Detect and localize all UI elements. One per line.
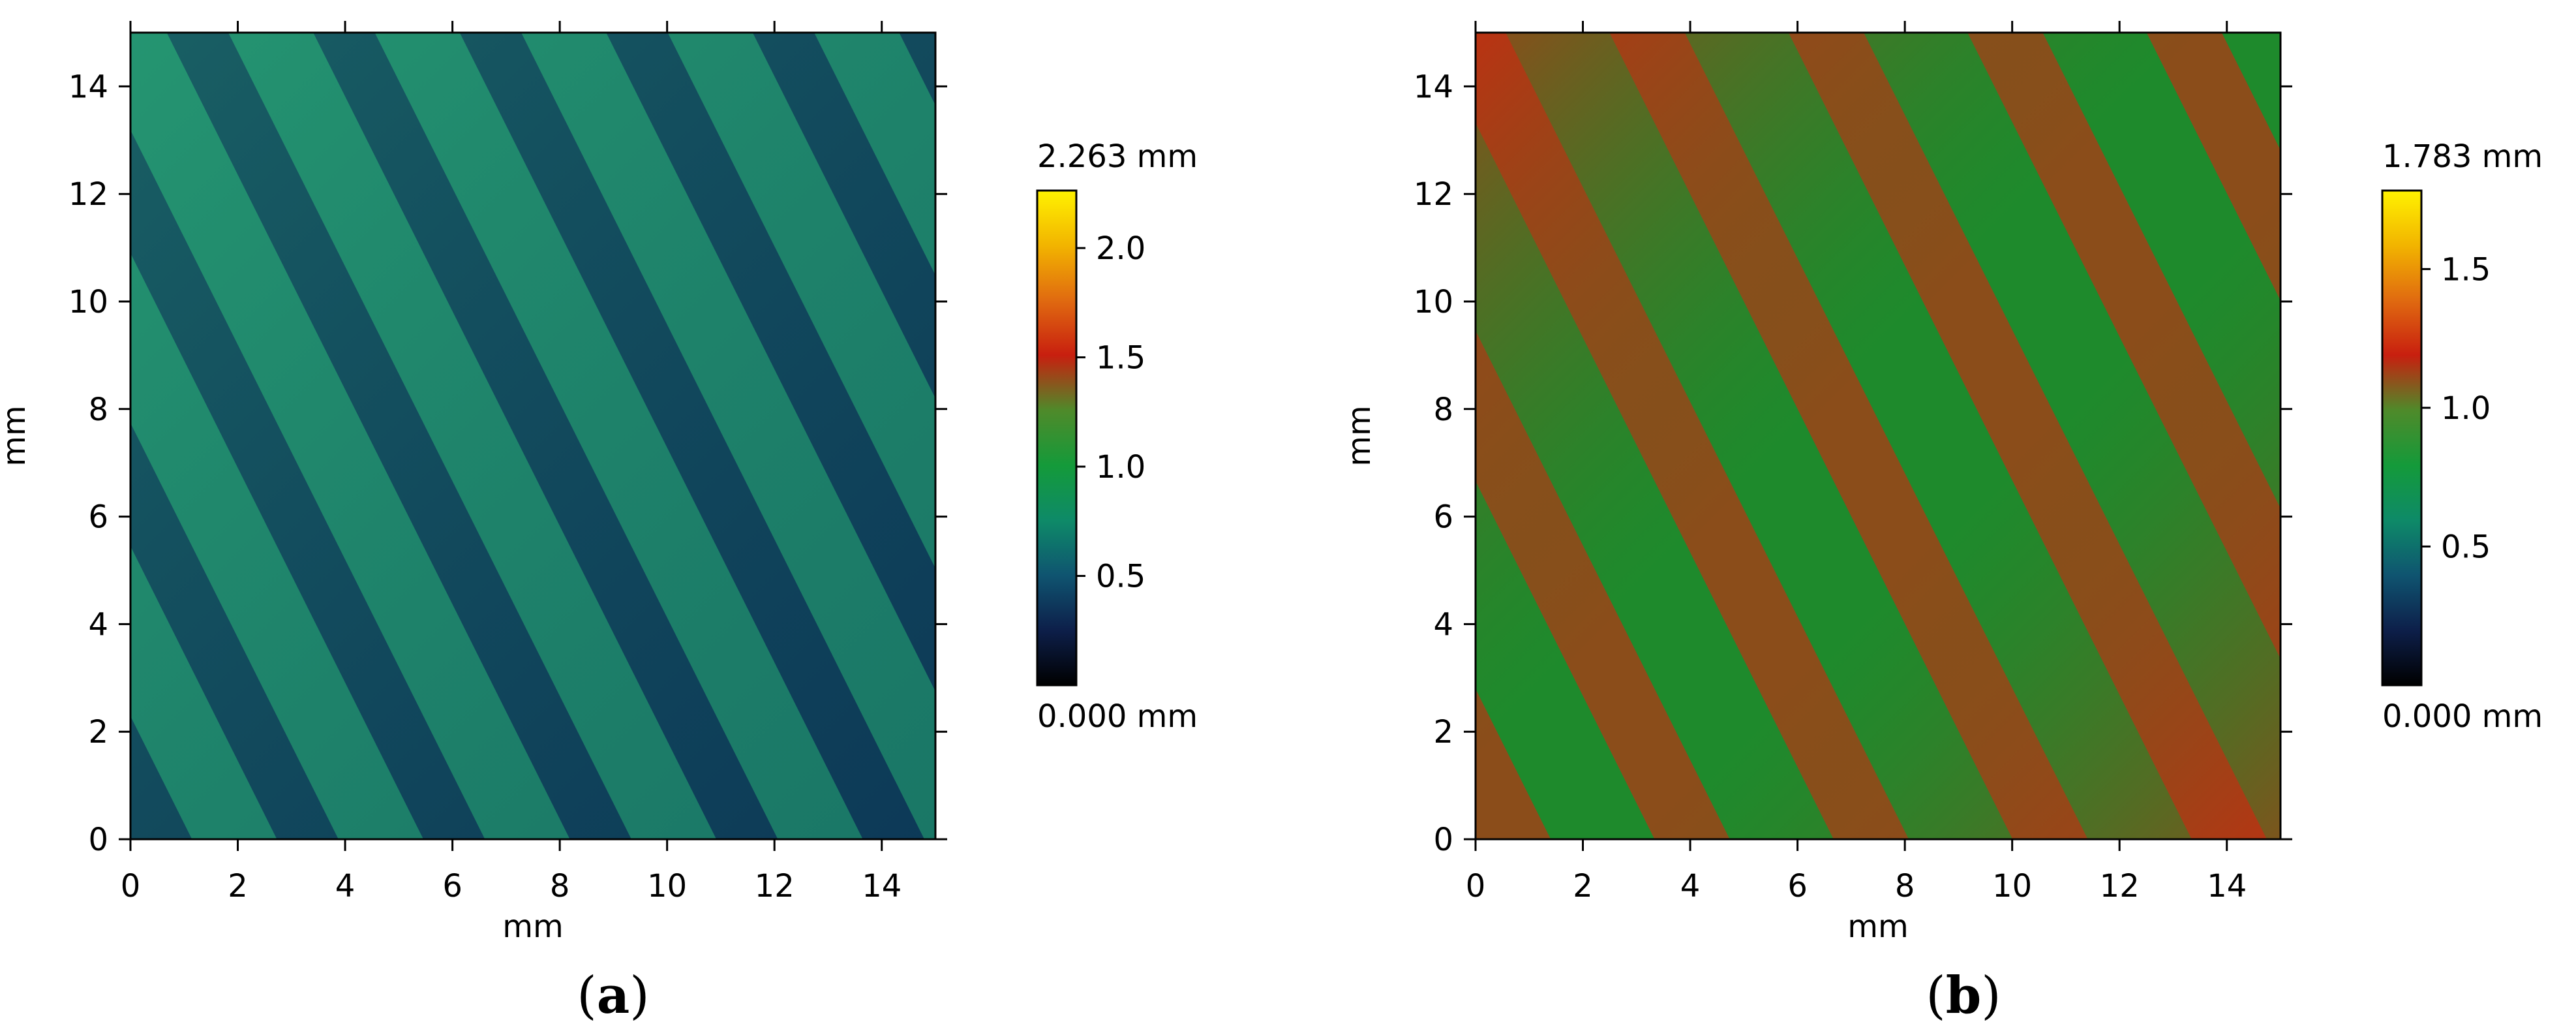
x-tick-label: 10 [647,868,687,904]
y-tick-label: 12 [68,176,108,213]
x-tick-label: 6 [1787,868,1808,904]
x-tick-label: 4 [335,868,356,904]
heatmap-a [130,33,935,839]
y-tick-label: 4 [88,606,108,643]
colorbar-min-label: 0.000 mm [1037,698,1198,735]
y-tick-label: 2 [88,714,108,750]
y-tick-label: 12 [1414,176,1453,213]
y-tick-label: 2 [1433,714,1453,750]
x-tick-label: 14 [2207,868,2247,904]
y-tick-label: 10 [1414,284,1453,320]
y-tick-label: 0 [88,822,108,858]
x-tick-label: 6 [442,868,462,904]
panel-label-a: (a) [577,966,650,1025]
y-tick-label: 0 [1433,822,1453,858]
x-tick-label: 0 [1466,868,1486,904]
x-tick-label: 2 [1573,868,1593,904]
y-tick-label: 8 [88,392,108,428]
y-axis-label: mm [1341,405,1378,467]
colorbar-tick-label: 1.0 [2441,390,2491,427]
colorbar-tick-label: 1.0 [1096,449,1145,486]
x-tick-label: 10 [1992,868,2032,904]
colorbar [1036,189,1078,687]
colorbar [2381,189,2423,687]
colorbar-tick-label: 1.5 [1096,340,1145,377]
colorbar-tick-label: 2.0 [1096,230,1145,267]
x-tick-label: 2 [228,868,248,904]
colorbar-tick-label: 0.5 [1096,559,1145,595]
x-tick-label: 8 [1895,868,1915,904]
colorbar-tick-label: 1.5 [2441,251,2491,288]
x-axis-label: mm [1847,908,1909,945]
x-tick-label: 12 [2100,868,2140,904]
heatmap-overlay [1476,33,2281,839]
y-tick-label: 14 [68,69,108,105]
y-tick-label: 10 [68,284,108,320]
y-tick-label: 4 [1433,606,1453,643]
y-tick-label: 6 [1433,499,1453,536]
x-axis-label: mm [502,908,564,945]
plot-frame [129,31,937,841]
y-tick-label: 14 [1414,69,1453,105]
colorbar-max-label: 2.263 mm [1037,138,1198,175]
heatmap-overlay [130,33,935,839]
y-tick-label: 8 [1433,392,1453,428]
colorbar-min-label: 0.000 mm [2382,698,2543,735]
colorbar-max-label: 1.783 mm [2382,138,2543,175]
y-axis-label: mm [0,405,33,467]
panel-label-b: (b) [1926,966,2001,1025]
plot-frame [1474,31,2282,841]
colorbar-tick-label: 0.5 [2441,529,2491,565]
heatmap-b [1476,33,2281,839]
chart-panel-a: 0 2 4 6 8 10 12 14 0 2 4 6 8 10 12 14 mm mm 0.5 1.0 1.5 2.0 2.… [0,21,1198,945]
x-tick-label: 0 [121,868,141,904]
x-tick-label: 14 [862,868,902,904]
x-tick-label: 12 [755,868,795,904]
y-tick-label: 6 [88,499,108,536]
chart-panel-b: 0 2 4 6 8 10 12 14 0 2 4 6 8 10 12 14 mm mm 0.5 1.0 1.5 1.783… [1341,21,2543,945]
x-tick-label: 4 [1680,868,1701,904]
x-tick-label: 8 [550,868,570,904]
